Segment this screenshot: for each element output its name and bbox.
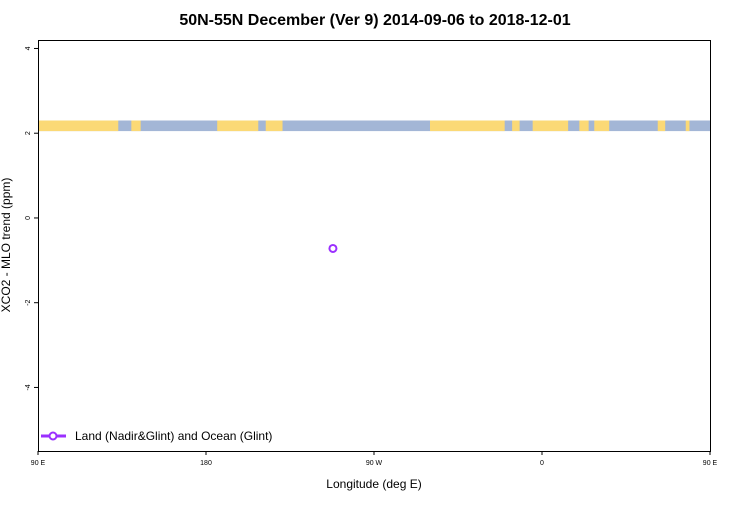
land-segment xyxy=(430,120,505,132)
land-segment xyxy=(657,120,666,132)
x-tick-label: 90 E xyxy=(31,460,46,467)
land-segment xyxy=(579,120,589,132)
y-tick-label: 2 xyxy=(25,131,32,135)
data-point xyxy=(328,243,338,253)
legend-marker xyxy=(48,431,58,441)
x-tick-label: 90 W xyxy=(366,460,383,467)
x-axis-label: Longitude (deg E) xyxy=(326,477,421,491)
y-axis-label: XCO2 - MLO trend (ppm) xyxy=(0,178,13,313)
land-segment xyxy=(512,120,520,132)
x-tick-label: 90 E xyxy=(703,460,718,467)
land-segment xyxy=(38,120,119,132)
land-segment xyxy=(131,120,141,132)
ocean-band xyxy=(38,120,710,132)
land-segment xyxy=(265,120,283,132)
land-segment xyxy=(685,120,690,132)
y-tick-label: 4 xyxy=(25,46,32,50)
legend-label: Land (Nadir&Glint) and Ocean (Glint) xyxy=(75,429,272,443)
y-tick-label: 0 xyxy=(25,216,32,220)
land-segment xyxy=(532,120,569,132)
x-tick-label: 0 xyxy=(540,460,544,467)
land-ocean-strip xyxy=(38,120,710,132)
legend: Land (Nadir&Glint) and Ocean (Glint) xyxy=(41,429,272,443)
land-segment xyxy=(217,120,259,132)
y-tick-label: -2 xyxy=(25,299,32,305)
chart-title: 50N-55N December (Ver 9) 2014-09-06 to 2… xyxy=(179,12,570,29)
data-points xyxy=(328,243,338,253)
plot-frame xyxy=(38,40,711,452)
y-axis: 4 2 0 -2 -4 xyxy=(25,46,38,391)
x-tick-label: 180 xyxy=(200,460,212,467)
land-segment xyxy=(594,120,610,132)
y-tick-label: -4 xyxy=(25,384,32,390)
